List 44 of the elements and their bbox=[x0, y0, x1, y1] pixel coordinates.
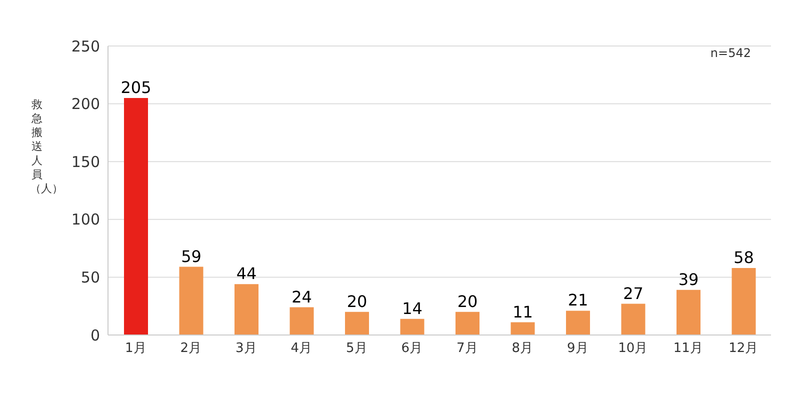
data-label: 20 bbox=[457, 292, 478, 311]
x-tick-label: 12月 bbox=[728, 341, 758, 356]
data-label: 21 bbox=[568, 290, 588, 310]
y-tick-label: 100 bbox=[71, 210, 100, 229]
x-tick-label: 9月 bbox=[566, 341, 588, 356]
bar bbox=[400, 318, 424, 335]
bar bbox=[234, 284, 258, 335]
y-tick-label: 250 bbox=[71, 37, 100, 56]
x-tick-label: 1月 bbox=[124, 341, 146, 356]
x-tick-label: 7月 bbox=[456, 341, 478, 356]
x-tick-label: 2月 bbox=[180, 341, 202, 356]
y-tick-label: 150 bbox=[71, 152, 100, 171]
y-axis-title: 救急搬送人員（人） bbox=[30, 98, 63, 196]
data-label: 14 bbox=[402, 298, 422, 318]
annotation: n=542 bbox=[710, 46, 751, 60]
bar bbox=[732, 268, 756, 335]
data-label: 44 bbox=[236, 264, 257, 284]
data-label: 58 bbox=[734, 248, 754, 267]
y-tick-label: 50 bbox=[80, 268, 100, 287]
bar bbox=[456, 312, 480, 335]
x-tick-label: 5月 bbox=[346, 341, 368, 356]
data-label: 39 bbox=[678, 270, 699, 289]
bar bbox=[345, 312, 369, 335]
x-tick-label: 3月 bbox=[235, 341, 257, 356]
x-tick-label: 8月 bbox=[512, 341, 534, 356]
data-label: 24 bbox=[292, 287, 312, 306]
bar bbox=[566, 310, 590, 335]
data-label: 59 bbox=[181, 246, 202, 266]
x-tick-label: 11月 bbox=[673, 341, 703, 356]
x-tick-label: 6月 bbox=[401, 341, 423, 356]
bar bbox=[510, 322, 535, 335]
y-tick-label: 0 bbox=[90, 326, 100, 344]
bar bbox=[179, 266, 204, 335]
x-tick-label: 10月 bbox=[618, 341, 648, 356]
data-label: 205 bbox=[120, 78, 152, 98]
bar bbox=[290, 307, 314, 335]
data-label: 11 bbox=[512, 302, 533, 322]
bar bbox=[621, 304, 646, 335]
data-label: 27 bbox=[623, 284, 644, 303]
y-tick-label: 200 bbox=[71, 95, 100, 114]
bar bbox=[124, 98, 148, 335]
data-label: 20 bbox=[346, 292, 368, 311]
x-tick-label: 4月 bbox=[290, 341, 312, 356]
bar bbox=[676, 290, 700, 335]
